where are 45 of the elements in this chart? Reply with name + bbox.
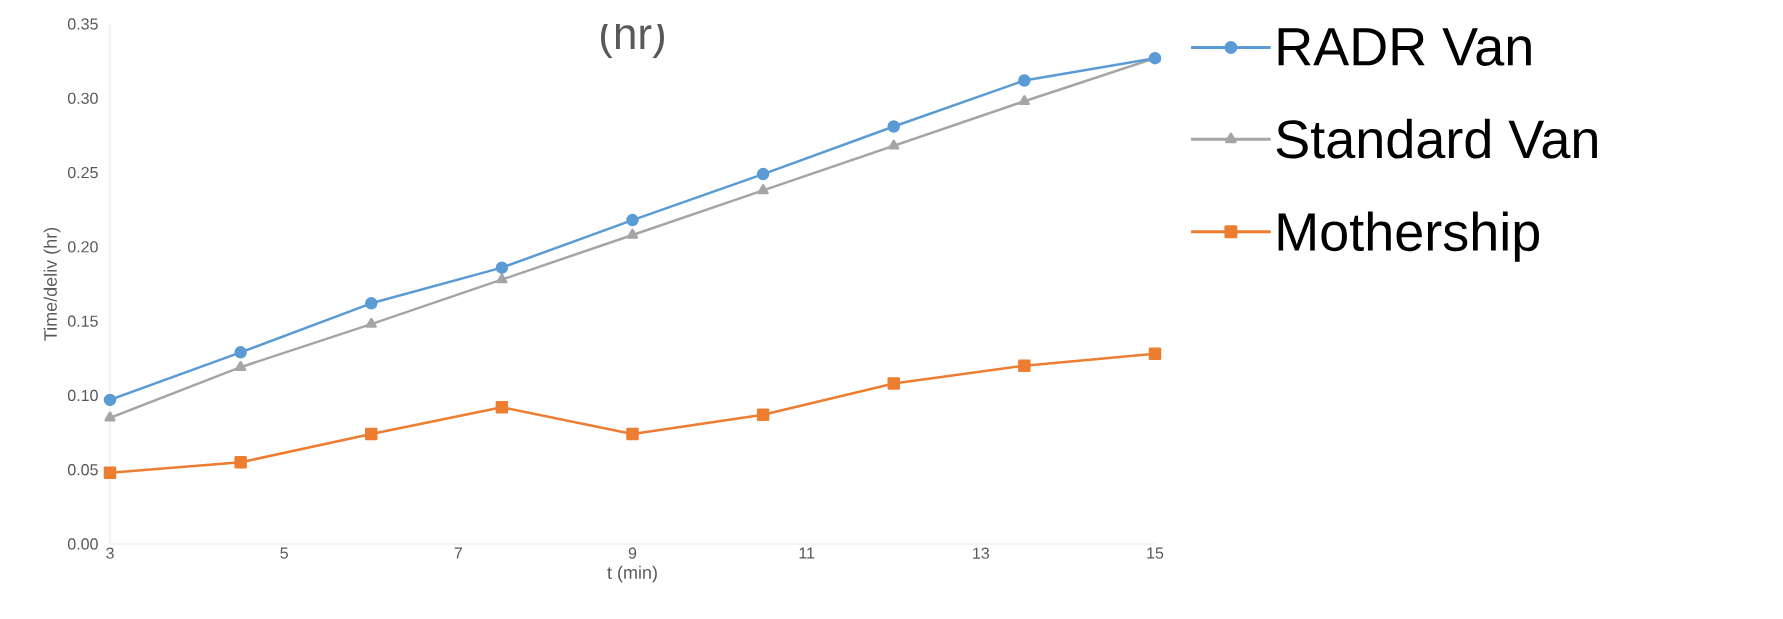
x-tick-label: 5 — [280, 547, 288, 559]
x-tick-label: 7 — [454, 547, 462, 559]
point — [757, 184, 769, 195]
y-tick-label: 0.05 — [67, 464, 98, 476]
y-tick-label: 0.30 — [67, 92, 98, 104]
y-tick-label: 0.25 — [67, 166, 98, 179]
point — [887, 377, 900, 390]
point — [365, 297, 378, 310]
y-tick-label: 0.35 — [67, 18, 98, 30]
point — [756, 167, 770, 181]
x-tick-label: 11 — [799, 547, 815, 559]
y-tick-label: 0.10 — [67, 389, 98, 402]
point — [626, 427, 639, 441]
point — [495, 261, 509, 274]
point — [626, 228, 639, 239]
x-tick-label: 15 — [1147, 547, 1164, 559]
point — [887, 120, 900, 133]
legend-label: RADR Van — [1278, 28, 1531, 66]
y-tick-label: 0.20 — [67, 241, 98, 253]
point — [1018, 359, 1031, 372]
point — [103, 466, 117, 479]
x-tick-label: 13 — [973, 547, 990, 559]
y-tick-label: 0.00 — [67, 538, 98, 550]
point — [235, 360, 247, 371]
point — [365, 427, 378, 441]
y-tick-label: 0.15 — [67, 315, 98, 327]
legend-label: Standard Van — [1276, 118, 1597, 159]
point — [756, 408, 770, 421]
point — [1018, 74, 1031, 87]
point — [104, 411, 116, 422]
point — [1148, 347, 1162, 361]
point — [1018, 95, 1030, 106]
point — [234, 346, 247, 359]
point — [495, 401, 509, 414]
point — [234, 456, 247, 469]
x-tick-label: 9 — [628, 547, 637, 559]
x-axis-title: t (min) — [607, 565, 657, 583]
point — [103, 393, 117, 407]
point — [626, 213, 639, 227]
legend-label: Mothership — [1278, 211, 1540, 262]
point — [365, 317, 377, 328]
x-tick-label: 3 — [106, 547, 114, 559]
y-axis-title: Time/deliv (hr) — [43, 227, 61, 341]
point — [888, 139, 900, 150]
point — [496, 273, 508, 284]
